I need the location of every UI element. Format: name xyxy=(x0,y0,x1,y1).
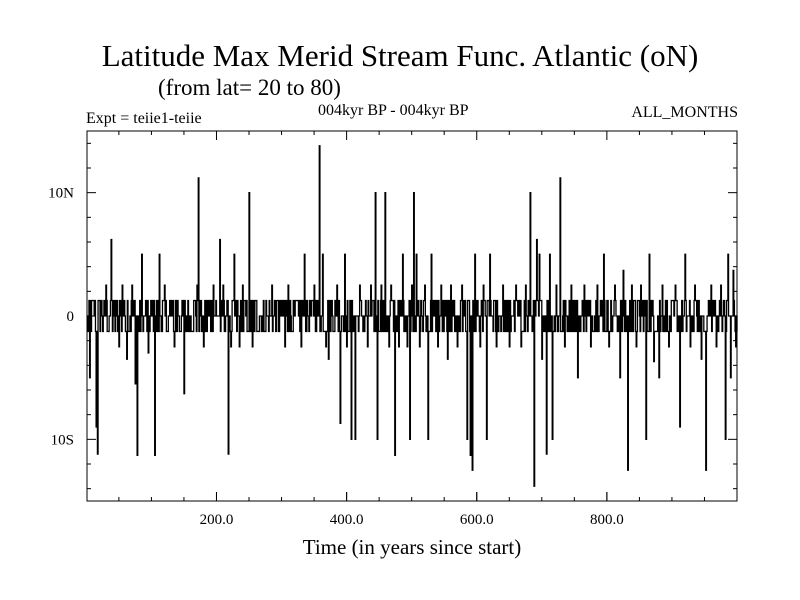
y-tick-label: 10N xyxy=(48,186,74,202)
x-tick-label: 200.0 xyxy=(200,512,234,528)
chart-subtitle: (from lat= 20 to 80) xyxy=(158,75,341,100)
y-tick-label: 0 xyxy=(67,309,75,325)
x-tick-label: 400.0 xyxy=(330,512,364,528)
series-line xyxy=(87,145,738,487)
experiment-label: Expt = teiie1-teiie xyxy=(86,110,202,127)
series-group xyxy=(87,145,738,487)
x-tick-label: 800.0 xyxy=(590,512,624,528)
x-axis-label: Time (in years since start) xyxy=(302,535,522,559)
chart-title: Latitude Max Merid Stream Func. Atlantic… xyxy=(101,38,699,73)
x-tick-label: 600.0 xyxy=(460,512,494,528)
months-label: ALL_MONTHS xyxy=(631,104,738,121)
ticks-group: 200.0 400.0 600.0 800.0 10N 0 10S xyxy=(48,131,737,528)
y-tick-label: 10S xyxy=(51,432,74,448)
period-label: 004kyr BP - 004kyr BP xyxy=(318,102,469,119)
